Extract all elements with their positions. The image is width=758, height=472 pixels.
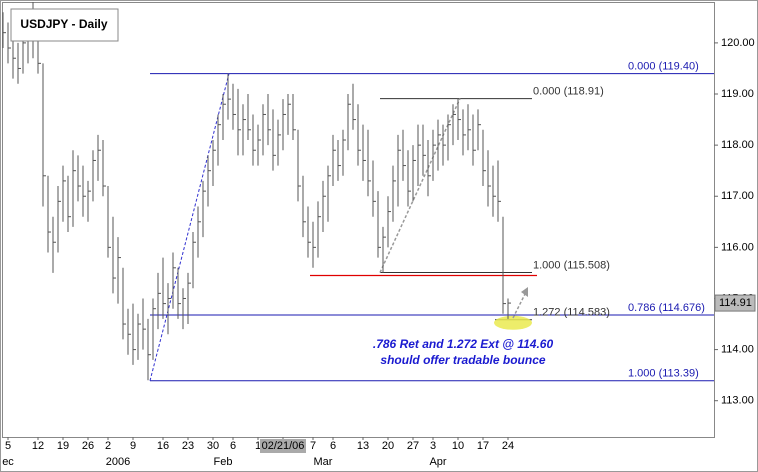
target-highlight — [494, 315, 532, 330]
y-tick-label: 116.00 — [721, 241, 754, 253]
x-tick-label: 30 — [207, 440, 219, 452]
trend-line — [379, 98, 461, 273]
x-period-label: 2006 — [106, 456, 130, 468]
x-tick-label: 7 — [310, 440, 316, 452]
x-tick-label: 19 — [57, 440, 69, 452]
x-tick-label: 26 — [82, 440, 94, 452]
y-tick-label: 120.00 — [721, 37, 755, 49]
x-tick-label: 24 — [502, 440, 514, 452]
last-price-box — [714, 294, 756, 312]
x-tick-label: 17 — [477, 440, 489, 452]
x-tick-label: 5 — [5, 440, 11, 452]
x-tick-label: 10 — [452, 440, 464, 452]
x-tick-label: 3 — [430, 440, 436, 452]
x-period-label: Feb — [214, 456, 233, 468]
bounce-arrow-head — [521, 287, 528, 297]
last-price: 114.91 — [719, 297, 752, 309]
annotation: .786 Ret and 1.272 Ext @ 114.60 — [373, 337, 554, 351]
cursor-label-bg — [260, 439, 306, 453]
y-tick-label: 119.00 — [721, 88, 754, 100]
x-tick-label: 16 — [157, 440, 169, 452]
y-tick-label: 113.00 — [721, 395, 754, 407]
x-tick-label: 6 — [230, 440, 236, 452]
y-tick-label: 118.00 — [721, 139, 754, 151]
fib-level-label: 1.000 (113.39) — [628, 368, 699, 380]
x-period-label: Apr — [429, 456, 446, 468]
trend-line — [149, 73, 230, 381]
x-tick-label: 1 — [255, 440, 261, 452]
fib-level-label: 0.000 (119.40) — [628, 60, 699, 72]
y-tick-label: 117.00 — [721, 190, 754, 202]
chart-title: USDJPY - Daily — [20, 17, 107, 31]
fib-level-label: 0.000 (118.91) — [533, 86, 604, 98]
x-tick-label: 27 — [407, 440, 419, 452]
x-tick-label: 6 — [330, 440, 336, 452]
x-tick-label: 2 — [105, 440, 111, 452]
fib-level-label: 0.786 (114.676) — [628, 302, 705, 314]
fib-level-label: 1.000 (115.508) — [533, 259, 610, 271]
plot-area — [2, 2, 715, 438]
x-tick-label: 20 — [382, 440, 394, 452]
x-tick-label: 02/21/06 — [262, 440, 305, 452]
title-box — [10, 8, 119, 42]
x-tick-label: 12 — [32, 440, 44, 452]
annotation: should offer tradable bounce — [380, 353, 545, 367]
x-tick-label: 9 — [130, 440, 136, 452]
fib-level-label: 1.272 (114.583) — [533, 307, 610, 319]
x-period-label: ec — [2, 456, 14, 468]
y-tick-label: 114.00 — [721, 343, 754, 355]
x-tick-label: 13 — [357, 440, 369, 452]
x-tick-label: 23 — [182, 440, 194, 452]
x-period-label: Mar — [314, 456, 333, 468]
